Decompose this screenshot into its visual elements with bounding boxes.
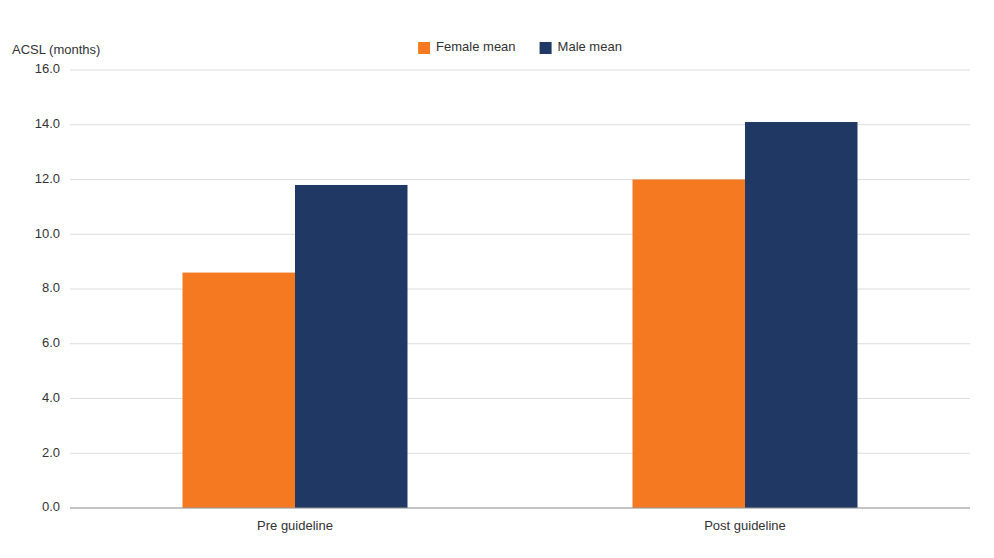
bars [183, 122, 858, 508]
y-tick-label: 0.0 [42, 499, 60, 514]
x-tick-label: Pre guideline [257, 518, 333, 533]
legend-swatch [418, 42, 430, 54]
legend-label: Female mean [436, 39, 515, 54]
y-tick-label: 14.0 [35, 116, 60, 131]
bar [745, 122, 858, 508]
x-axis-line [70, 508, 970, 509]
legend-swatch [540, 42, 552, 54]
y-tick-label: 12.0 [35, 171, 60, 186]
legend-label: Male mean [558, 39, 622, 54]
y-tick-label: 4.0 [42, 390, 60, 405]
y-axis: 0.0 2.0 4.0 6.0 8.0 10.0 12.0 14.0 16.0 [35, 61, 970, 514]
legend-item: Male mean [540, 39, 622, 54]
x-tick-label: Post guideline [704, 518, 786, 533]
x-axis: Pre guideline Post guideline [257, 518, 786, 533]
y-tick-label: 6.0 [42, 335, 60, 350]
grid-line [70, 508, 970, 509]
chart: 0.0 2.0 4.0 6.0 8.0 10.0 12.0 14.0 16.0 Pre guide… [0, 0, 994, 558]
bar [633, 180, 746, 509]
legend: Female mean Male mean [418, 39, 622, 54]
y-tick-label: 8.0 [42, 280, 60, 295]
y-tick-label: 2.0 [42, 445, 60, 460]
y-tick-label: 10.0 [35, 226, 60, 241]
legend-item: Female mean [418, 39, 515, 54]
chart-container: 0.0 2.0 4.0 6.0 8.0 10.0 12.0 14.0 16.0 Pre guide… [0, 0, 994, 558]
y-tick-label: 16.0 [35, 61, 60, 76]
y-axis-label: ACSL (months) [12, 42, 100, 57]
bar [183, 273, 296, 508]
bar [295, 185, 408, 508]
grid-line [70, 70, 970, 71]
